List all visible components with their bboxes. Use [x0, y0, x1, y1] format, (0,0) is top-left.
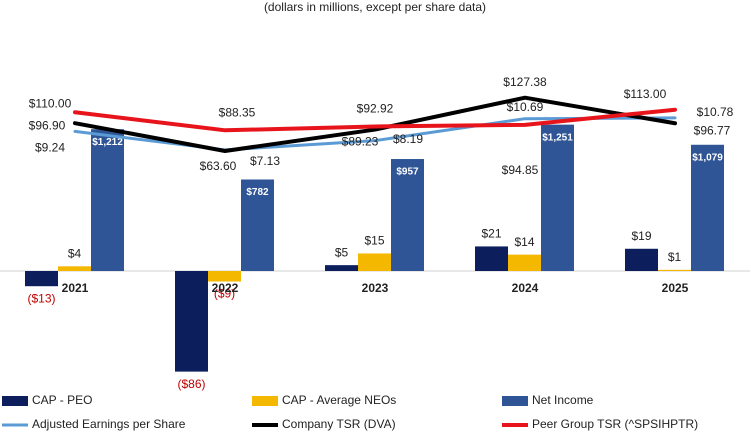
bar — [541, 124, 574, 272]
bar-value-label: $15 — [364, 234, 384, 248]
bar-value-label: $4 — [68, 246, 82, 260]
bar-value-label: $14 — [514, 235, 534, 249]
bar — [625, 248, 658, 271]
bar-value-label: ($9) — [214, 287, 235, 301]
bar — [658, 269, 691, 271]
legend-label: Net Income — [532, 393, 594, 407]
line-value-label: $113.00 — [624, 87, 667, 101]
line-value-label: $92.92 — [357, 102, 394, 116]
line-value-label: $10.69 — [507, 100, 544, 114]
bar — [475, 246, 508, 271]
bar — [208, 271, 241, 282]
legend-swatch — [252, 396, 278, 406]
line-value-label: $127.38 — [503, 75, 547, 89]
x-tick-label: 2023 — [362, 281, 389, 295]
legend-label: CAP - PEO — [32, 393, 92, 407]
line-value-label: $10.78 — [697, 105, 734, 119]
x-tick-label: 2024 — [512, 281, 539, 295]
bar-value-label: $5 — [335, 245, 349, 259]
line-value-label: $110.00 — [29, 96, 72, 110]
line-value-label: $96.77 — [694, 123, 731, 137]
line-value-label: $9.24 — [35, 141, 65, 155]
legend-swatch — [502, 396, 528, 406]
bar-value-label: $1,079 — [692, 152, 723, 163]
line-value-label: $8.19 — [393, 132, 423, 146]
x-tick-label: 2021 — [62, 281, 89, 295]
bar — [241, 179, 274, 271]
line-value-label: $88.35 — [219, 105, 256, 119]
line — [73, 107, 677, 133]
line-value-label: $94.85 — [502, 163, 539, 177]
bar — [25, 271, 58, 287]
bar-value-label: $1,212 — [92, 137, 123, 148]
bar-value-label: ($86) — [177, 377, 205, 391]
line-value-label: $96.90 — [29, 118, 66, 132]
bar-value-label: ($13) — [27, 291, 55, 305]
bar-value-label: $21 — [481, 227, 501, 241]
bar — [691, 144, 724, 271]
x-tick-label: 2022 — [212, 281, 239, 295]
bar-value-label: $957 — [396, 167, 419, 178]
line — [73, 95, 677, 153]
legend-label: Company TSR (DVA) — [282, 417, 396, 431]
bar-value-label: $1,251 — [542, 132, 573, 143]
bar — [391, 159, 424, 271]
bar — [358, 253, 391, 271]
bar — [58, 266, 91, 271]
legend-label: Peer Group TSR (^SPSIHPTR) — [532, 417, 698, 431]
legend-label: CAP - Average NEOs — [282, 393, 396, 407]
chart-title: (dollars in millions, except per share d… — [264, 0, 486, 14]
bar-value-label: $1 — [668, 250, 682, 264]
line-value-label: $63.60 — [200, 159, 237, 173]
bar-value-label: $782 — [246, 187, 269, 198]
x-tick-label: 2025 — [662, 281, 689, 295]
bar — [91, 129, 124, 271]
legend-swatch — [2, 396, 28, 406]
bar — [325, 265, 358, 271]
bar — [508, 254, 541, 271]
line-value-label: $89.23 — [342, 135, 379, 149]
bar — [175, 271, 208, 372]
line-value-label: $7.13 — [250, 154, 280, 168]
legend-label: Adjusted Earnings per Share — [32, 417, 186, 431]
bar-value-label: $19 — [631, 229, 651, 243]
